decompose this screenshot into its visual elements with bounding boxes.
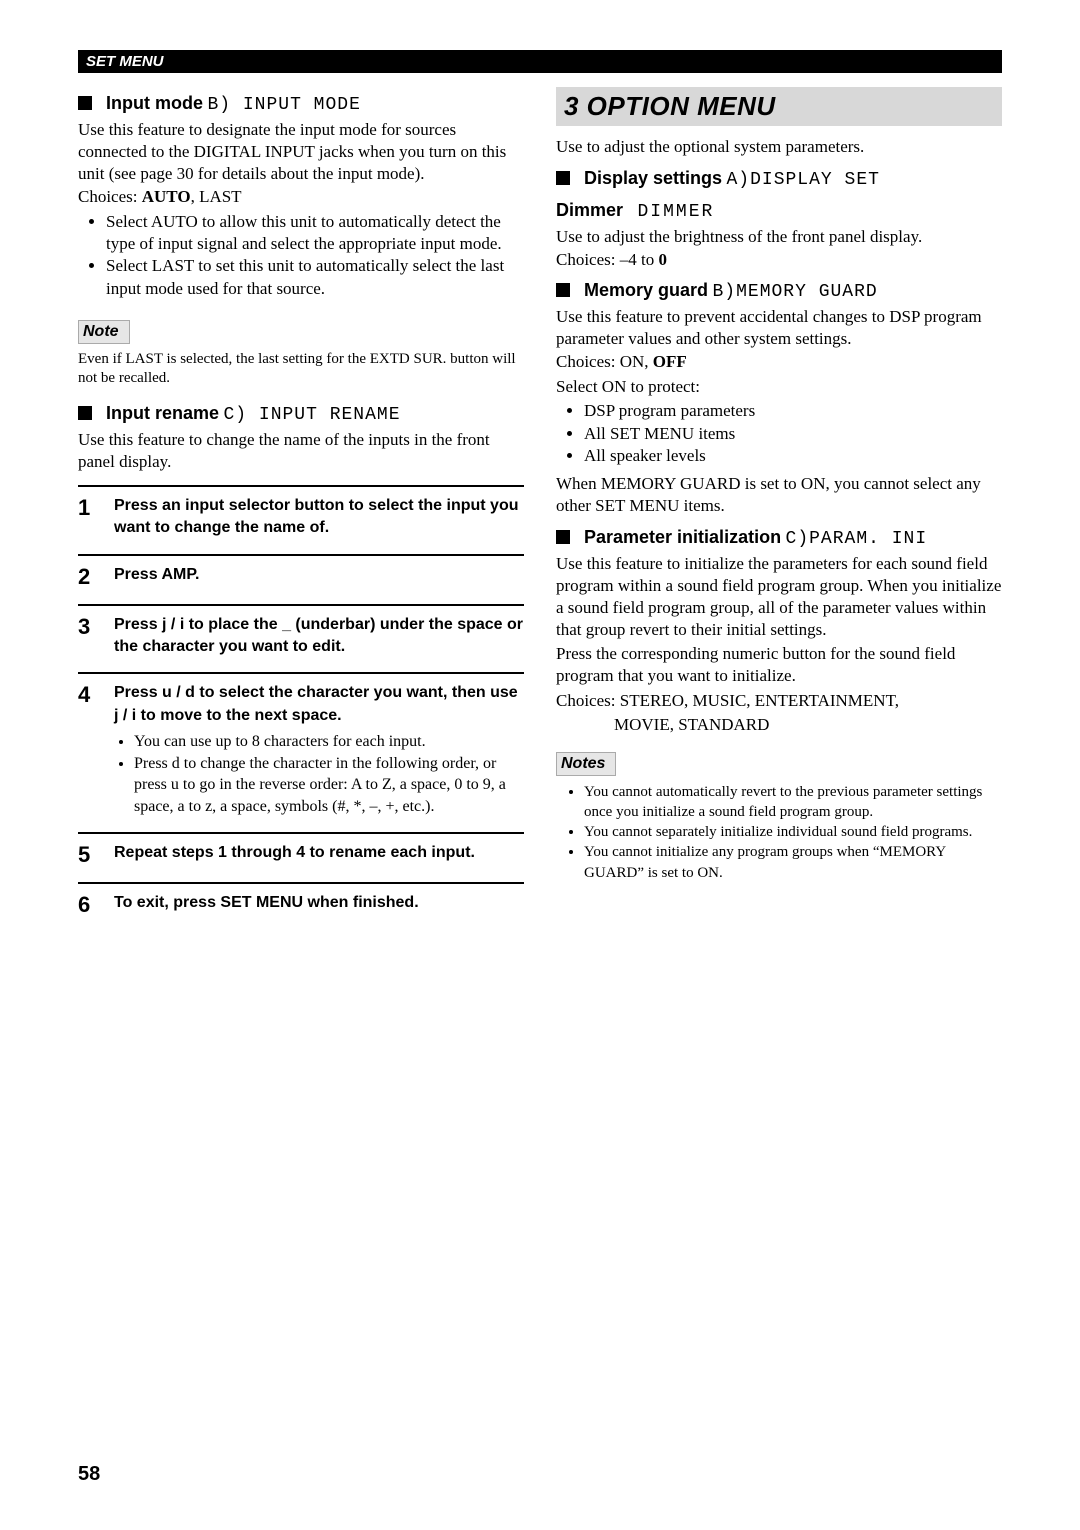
param-init-title: Parameter initialization (584, 527, 781, 547)
dimmer-code: DIMMER (637, 202, 714, 222)
banner-sub: Use to adjust the optional system parame… (556, 136, 1002, 158)
dimmer-title: Dimmer (556, 200, 623, 220)
square-icon (556, 283, 570, 297)
step: 1 Press an input selector button to sele… (78, 485, 524, 554)
display-settings-heading: Display settings A)DISPLAY SET (556, 168, 1002, 190)
bullet-item: DSP program parameters (584, 400, 1002, 422)
step: 4 Press u / d to select the character yo… (78, 672, 524, 831)
param-init-code: C)PARAM. INI (786, 529, 928, 549)
bullet-item: You cannot automatically revert to the p… (584, 782, 1002, 823)
notes-bullets: You cannot automatically revert to the p… (556, 782, 1002, 883)
memory-guard-choices: Choices: ON, OFF (556, 352, 1002, 372)
step-number: 4 (78, 682, 98, 817)
step: 5 Repeat steps 1 through 4 to rename eac… (78, 832, 524, 882)
memory-guard-select-on: Select ON to protect: (556, 376, 1002, 398)
memory-guard-heading: Memory guard B)MEMORY GUARD (556, 280, 1002, 302)
param-init-body2: Press the corresponding numeric button f… (556, 643, 1002, 687)
input-rename-title: Input rename (106, 403, 219, 423)
note-body: Even if LAST is selected, the last setti… (78, 350, 524, 389)
step: 6 To exit, press SET MENU when finished. (78, 882, 524, 932)
bullet-item: All speaker levels (584, 445, 1002, 467)
step-title: Press j / i to place the _ (underbar) un… (114, 614, 524, 659)
left-column: Input mode B) INPUT MODE Use this featur… (78, 87, 524, 932)
step-number: 5 (78, 842, 98, 868)
choices-bold: OFF (653, 352, 687, 371)
memory-guard-bullets: DSP program parameters All SET MENU item… (556, 400, 1002, 466)
page-number: 58 (78, 1463, 100, 1486)
bullet-item: Select LAST to set this unit to automati… (106, 255, 524, 299)
bullet-item: All SET MENU items (584, 423, 1002, 445)
step-number: 1 (78, 495, 98, 540)
bullet-item: You cannot separately initialize individ… (584, 822, 1002, 842)
bullet-item: Select AUTO to allow this unit to automa… (106, 211, 524, 255)
rename-steps: 1 Press an input selector button to sele… (78, 485, 524, 932)
note-label: Note (78, 320, 130, 344)
display-settings-title: Display settings (584, 168, 722, 188)
step: 2 Press AMP. (78, 554, 524, 604)
right-column: 3 OPTION MENU Use to adjust the optional… (556, 87, 1002, 932)
input-rename-heading: Input rename C) INPUT RENAME (78, 403, 524, 425)
input-rename-code: C) INPUT RENAME (223, 405, 400, 425)
memory-guard-code: B)MEMORY GUARD (712, 282, 877, 302)
step-title: Press u / d to select the character you … (114, 682, 524, 727)
choices-rest: , LAST (191, 187, 242, 206)
step-sub-item: You can use up to 8 characters for each … (134, 731, 524, 753)
input-mode-choices: Choices: AUTO, LAST (78, 187, 524, 207)
memory-guard-body: Use this feature to prevent accidental c… (556, 306, 1002, 350)
input-mode-code: B) INPUT MODE (207, 95, 360, 115)
step-title: Press AMP. (114, 564, 524, 586)
choices-bold: 0 (658, 250, 667, 269)
step-title: Press an input selector button to select… (114, 495, 524, 540)
choices-bold: AUTO (142, 187, 191, 206)
step-title: To exit, press SET MENU when finished. (114, 892, 524, 914)
input-rename-body: Use this feature to change the name of t… (78, 429, 524, 473)
step-number: 3 (78, 614, 98, 659)
display-settings-code: A)DISPLAY SET (727, 170, 880, 190)
notes-label: Notes (556, 752, 616, 776)
dimmer-body: Use to adjust the brightness of the fron… (556, 226, 1002, 248)
content-columns: Input mode B) INPUT MODE Use this featur… (78, 87, 1002, 932)
memory-guard-title: Memory guard (584, 280, 708, 300)
param-init-body1: Use this feature to initialize the param… (556, 553, 1002, 641)
param-init-choices1: Choices: STEREO, MUSIC, ENTERTAINMENT, (556, 690, 1002, 712)
square-icon (556, 530, 570, 544)
choices-label: Choices: ON, (556, 352, 649, 371)
memory-guard-tail: When MEMORY GUARD is set to ON, you cann… (556, 473, 1002, 517)
square-icon (556, 171, 570, 185)
step: 3 Press j / i to place the _ (underbar) … (78, 604, 524, 673)
step-sub-list: You can use up to 8 characters for each … (114, 731, 524, 817)
input-mode-heading: Input mode B) INPUT MODE (78, 93, 524, 115)
header-bar: SET MENU (78, 50, 1002, 73)
dimmer-heading: Dimmer DIMMER (556, 200, 1002, 222)
step-number: 2 (78, 564, 98, 590)
step-number: 6 (78, 892, 98, 918)
bullet-item: You cannot initialize any program groups… (584, 842, 1002, 883)
step-sub-item: Press d to change the character in the f… (134, 753, 524, 818)
choices-line2: MOVIE, STANDARD (556, 714, 1002, 736)
param-init-heading: Parameter initialization C)PARAM. INI (556, 527, 1002, 549)
input-mode-title: Input mode (106, 93, 203, 113)
step-title: Repeat steps 1 through 4 to rename each … (114, 842, 524, 864)
input-mode-body: Use this feature to designate the input … (78, 119, 524, 185)
choices-label: Choices: –4 to (556, 250, 654, 269)
square-icon (78, 96, 92, 110)
dimmer-choices: Choices: –4 to 0 (556, 250, 1002, 270)
option-menu-banner: 3 OPTION MENU (556, 87, 1002, 126)
square-icon (78, 406, 92, 420)
input-mode-bullets: Select AUTO to allow this unit to automa… (78, 211, 524, 299)
param-init-choices2: MOVIE, STANDARD (556, 714, 1002, 736)
choices-label: Choices: (78, 187, 138, 206)
